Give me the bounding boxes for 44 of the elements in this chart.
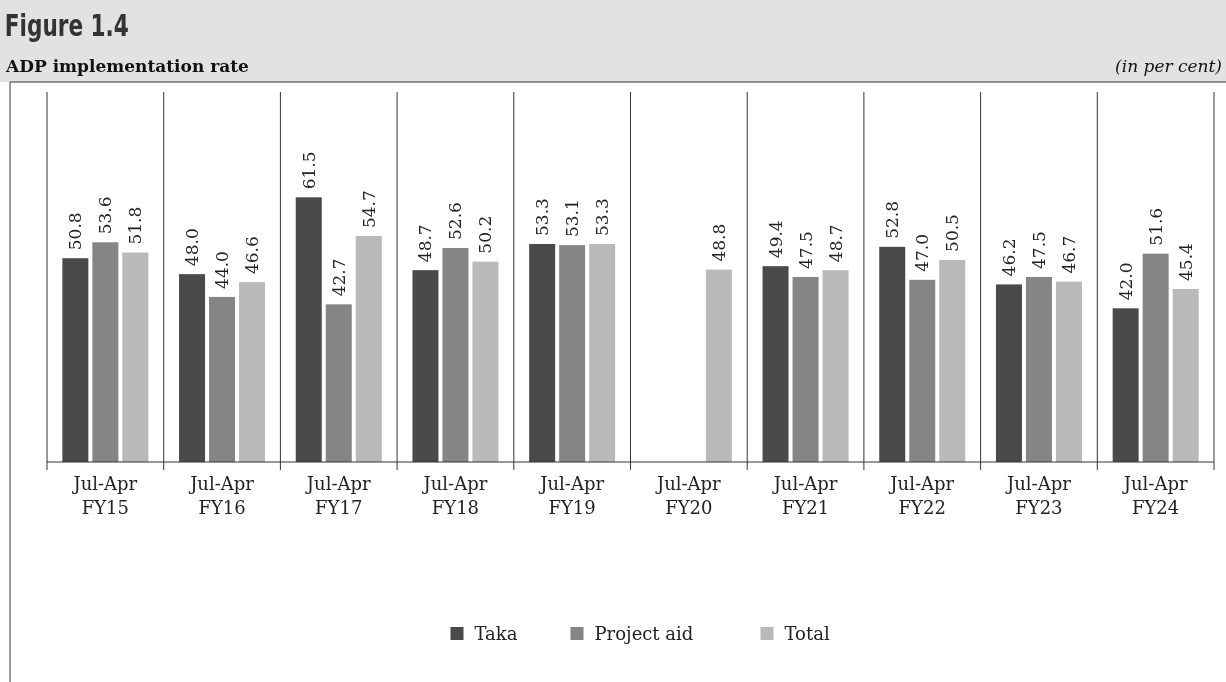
x-tick-label: Jul-Apr FY19 <box>538 473 605 518</box>
data-label: 52.8 <box>882 200 903 239</box>
x-tick-label: Jul-Apr FY17 <box>304 473 372 518</box>
data-label: 51.8 <box>125 206 146 245</box>
data-label: 50.2 <box>475 215 496 254</box>
data-label: 42.0 <box>1115 262 1136 301</box>
chart-subtitle: ADP implementation rate <box>5 56 250 76</box>
data-label: 53.3 <box>592 198 613 236</box>
legend-label: Taka <box>474 623 518 644</box>
legend-label: Project aid <box>594 623 694 644</box>
x-tick-label: Jul-Apr FY23 <box>1005 473 1072 518</box>
x-tick-label: Jul-Apr FY20 <box>654 473 722 518</box>
legend-label: Total <box>784 623 830 644</box>
data-label: 50.8 <box>65 212 86 251</box>
data-label: 50.5 <box>942 214 963 252</box>
data-label: 47.0 <box>912 233 933 272</box>
x-tick-label: Jul-Apr FY16 <box>188 473 255 518</box>
text: (in per cent) <box>1115 56 1222 76</box>
x-tick-label: Jul-Apr FY21 <box>771 473 838 518</box>
data-label: 47.5 <box>1028 231 1049 269</box>
chart-title: Figure 1.4 <box>4 8 129 43</box>
data-label: 48.7 <box>415 224 436 263</box>
data-label: 52.6 <box>445 202 466 240</box>
x-tick-label: Jul-Apr FY18 <box>421 473 488 518</box>
data-label: 53.6 <box>95 196 116 235</box>
data-label: 53.3 <box>532 198 553 236</box>
data-label: 49.4 <box>765 220 786 259</box>
data-label: 48.8 <box>708 223 729 262</box>
x-tick-label: Jul-Apr FY24 <box>1121 473 1188 518</box>
data-label: 51.6 <box>1145 207 1166 246</box>
data-label: 48.0 <box>182 228 203 267</box>
data-label: 53.1 <box>562 199 583 238</box>
data-label: 48.7 <box>825 224 846 263</box>
data-label: 46.2 <box>998 238 1019 277</box>
x-tick-label: Jul-Apr FY15 <box>71 473 138 518</box>
x-tick-label: Jul-Apr FY22 <box>888 473 955 518</box>
data-label: 54.7 <box>358 190 379 229</box>
data-label: 42.7 <box>328 258 349 297</box>
data-label: 46.7 <box>1058 235 1079 274</box>
data-label: 47.5 <box>795 231 816 269</box>
data-label: 45.4 <box>1175 243 1196 281</box>
data-label: 44.0 <box>212 251 233 289</box>
data-label: 61.5 <box>298 151 319 190</box>
data-label: 46.6 <box>242 236 263 275</box>
